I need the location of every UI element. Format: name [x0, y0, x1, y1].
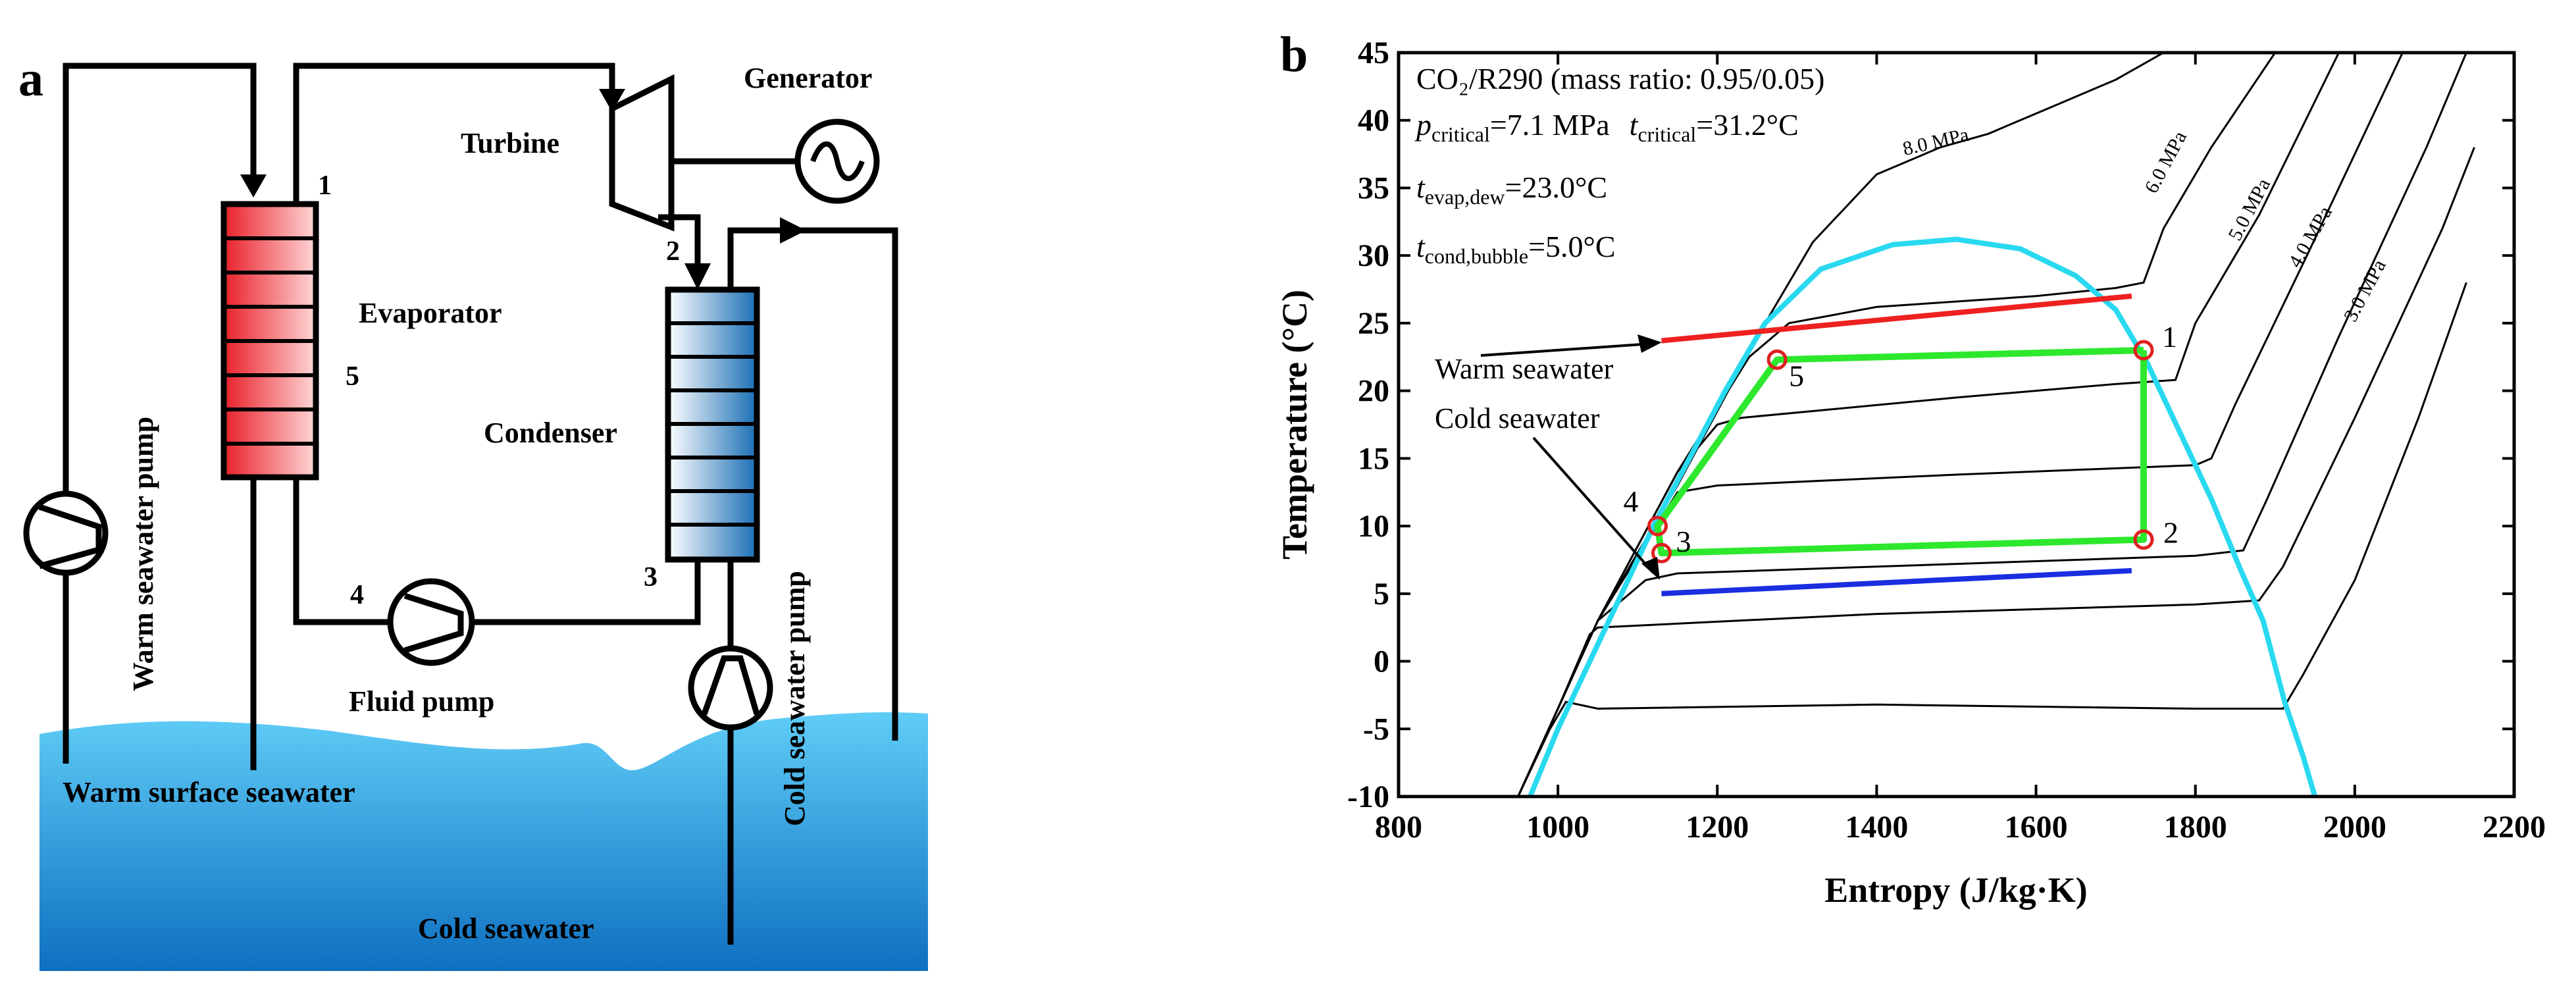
warm-seawater-return-line [63, 63, 257, 764]
isobar-label-4: 3.0 MPa [2340, 256, 2390, 325]
condenser-to-fluid-pump-line [474, 560, 701, 625]
isobar-line-6 [1517, 282, 2467, 797]
plot-data-layer [1517, 53, 2475, 797]
x-axis-label: Entropy (J/kg·K) [1824, 870, 2088, 910]
warm-seawater-pump-icon [23, 490, 109, 576]
x-tick-label-4: 1600 [2005, 810, 2068, 845]
y-tick-label-2: 0 [1374, 644, 1389, 679]
y-tick-label-1: -5 [1363, 712, 1389, 747]
y-axis-label: Temperature (°C) [1275, 290, 1314, 560]
turbine-inlet-arrow [599, 89, 625, 112]
state-point-label-1: 1 [2162, 320, 2177, 354]
warm-seawater-annotation: Warm seawater [1435, 353, 1614, 385]
y-tick-label-0: -10 [1347, 779, 1389, 814]
state-point-4-label: 4 [350, 580, 364, 610]
cold-annotation-arrow [1532, 436, 1655, 574]
y-tick-label-4: 10 [1358, 509, 1389, 544]
condenser-label: Condenser [484, 417, 617, 449]
x-tick-label-6: 2000 [2323, 810, 2386, 845]
info-cond: tcond,bubble=5.0°C [1416, 230, 1616, 268]
state-point-label-2: 2 [2163, 516, 2178, 550]
state-point-marker-3 [1651, 542, 1672, 564]
isobar-label-2: 5.0 MPa [2224, 175, 2275, 244]
x-tick-label-3: 1400 [1845, 810, 1908, 845]
cold-seawater-line [1661, 567, 2132, 596]
panel-b-letter: b [1280, 27, 1308, 82]
warm-annotation-arrow [1480, 342, 1653, 357]
generator-label: Generator [744, 62, 872, 94]
y-tick-label-5: 15 [1358, 441, 1389, 476]
condenser [665, 286, 760, 563]
fluid-pump-label: Fluid pump [349, 685, 494, 718]
generator-icon [794, 118, 880, 204]
state-point-2-label: 2 [666, 236, 680, 267]
x-tick-label-5: 1800 [2164, 810, 2227, 845]
y-tick-label-8: 30 [1358, 238, 1389, 273]
isobar-line-5 [1517, 147, 2475, 797]
y-tick-label-11: 45 [1358, 36, 1389, 70]
cold-annotation-arrowhead [1641, 557, 1660, 580]
state-point-3-label: 3 [644, 562, 657, 592]
turbine-label: Turbine [461, 127, 559, 159]
isobar-line-2 [1517, 53, 2340, 797]
state-point-5-label: 5 [346, 361, 359, 392]
cold-seawater-label: Cold seawater [418, 912, 594, 945]
state-point-marker-2 [2133, 529, 2154, 550]
cold-seawater-annotation: Cold seawater [1435, 402, 1600, 434]
cycle-path [1654, 347, 2147, 557]
turbine-to-condenser-line [658, 214, 701, 267]
isobar-line-0 [1517, 53, 2165, 797]
y-tick-label-10: 40 [1358, 103, 1389, 138]
state-point-marker-4 [1647, 515, 1668, 537]
evaporator-label: Evaporator [359, 297, 502, 329]
plot-frame [1397, 51, 2516, 799]
cold-seawater-pump-label: Cold seawater pump [779, 571, 811, 826]
isobar-line-4 [1517, 53, 2467, 797]
x-tick-label-2: 1200 [1686, 810, 1749, 845]
evaporator-to-turbine-line [293, 63, 615, 204]
y-tick-label-9: 35 [1358, 170, 1389, 205]
x-tick-label-0: 800 [1375, 810, 1422, 845]
panel-a-letter: a [18, 51, 43, 107]
fluid-pump-to-evaporator-line [293, 477, 390, 625]
condenser-inlet-arrow [684, 263, 711, 290]
isobar-label-0: 8.0 MPa [1901, 124, 1971, 160]
cold-outlet-arrow [780, 217, 806, 244]
turbine-icon [609, 74, 675, 232]
state-point-marker-1 [2133, 340, 2154, 361]
state-point-marker-5 [1766, 349, 1788, 370]
info-critical: pcritical=7.1 MPa tcritical=31.2°C [1414, 108, 1799, 146]
warm-inlet-arrow [240, 174, 267, 197]
isobar-label-3: 4.0 MPa [2284, 203, 2336, 272]
warm-annotation-arrowhead [1637, 334, 1662, 353]
isobar-line-3 [1517, 53, 2404, 797]
cold-seawater-out-line [727, 227, 898, 741]
evaporator [220, 201, 319, 481]
state-point-label-3: 3 [1676, 525, 1691, 558]
isobar-label-1: 6.0 MPa [2140, 128, 2191, 197]
y-tick-label-7: 25 [1358, 306, 1389, 341]
cycle-schematic: a [18, 51, 928, 971]
x-tick-label-7: 2200 [2483, 810, 2546, 845]
y-tick-label-3: 5 [1374, 577, 1389, 612]
state-point-label-4: 4 [1623, 485, 1638, 518]
state-point-label-5: 5 [1789, 359, 1804, 392]
axis-ticks: 800 1000 1200 1400 1600 1800 2000 2200 -10 -5 0 5 10… [1347, 36, 2546, 845]
warm-seawater-line [1661, 293, 2132, 344]
state-point-1-label: 1 [318, 170, 332, 201]
fluid-pump-icon [387, 578, 475, 666]
warm-surface-seawater-label: Warm surface seawater [63, 776, 355, 808]
saturation-dome [1528, 236, 2318, 797]
x-tick-label-1: 1000 [1526, 810, 1589, 845]
y-tick-label-6: 20 [1358, 374, 1389, 409]
condition-info: CO₂/R290 (mass ratio: 0.95/0.05) pcritic… [1414, 62, 1824, 268]
seawater-body [39, 712, 928, 971]
warm-seawater-pump-label: Warm seawater pump [127, 417, 159, 691]
cold-seawater-pump-icon [688, 645, 773, 731]
info-fluid: CO₂/R290 (mass ratio: 0.95/0.05) [1416, 62, 1824, 95]
info-evap: tevap,dew=23.0°C [1416, 170, 1607, 209]
